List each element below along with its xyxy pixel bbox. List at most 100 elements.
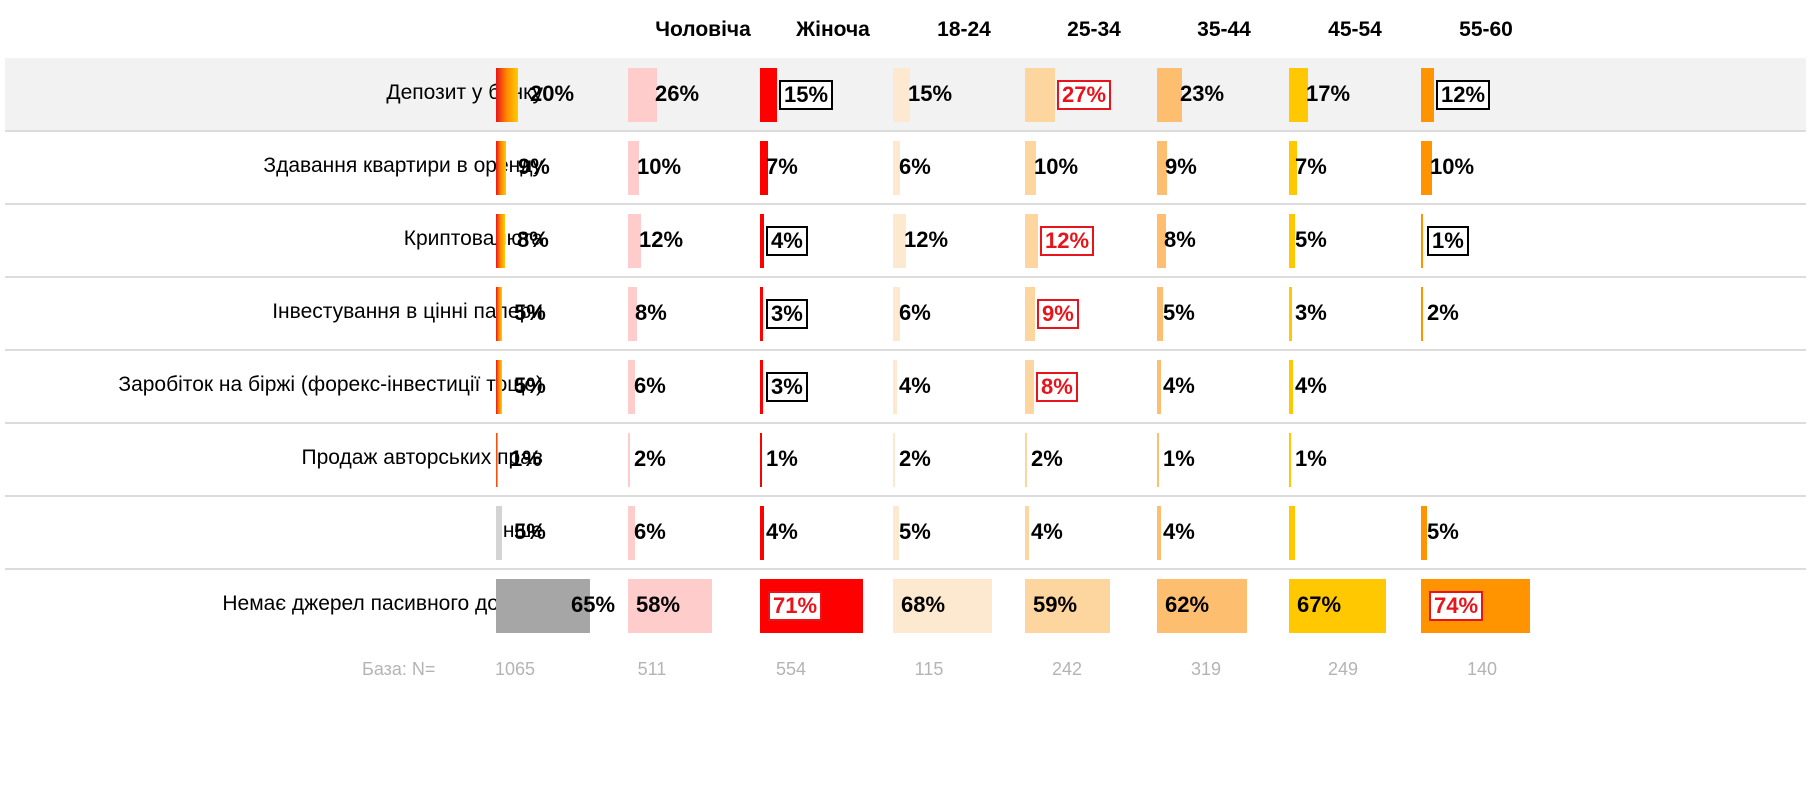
column-header: 25-34 — [1067, 18, 1121, 41]
value-label: 15% — [908, 80, 953, 106]
bar — [1025, 578, 1110, 633]
base-value: 511 — [637, 659, 667, 679]
value-label: 15% — [779, 79, 834, 110]
value-label: 2% — [899, 445, 931, 471]
value-label: 7% — [1295, 153, 1327, 179]
bar — [1025, 67, 1055, 122]
value-label: 6% — [634, 372, 666, 398]
value-label: 65% — [571, 591, 616, 617]
bar — [1025, 213, 1038, 268]
bar — [1157, 67, 1182, 122]
bar — [1421, 67, 1434, 122]
bar — [628, 505, 635, 560]
value-label: 5% — [1163, 299, 1195, 325]
bar — [760, 359, 763, 414]
bar — [1025, 505, 1029, 560]
bar — [893, 67, 910, 122]
value-label: 59% — [1033, 591, 1078, 617]
bar — [1421, 505, 1427, 560]
row-separator — [5, 203, 1806, 205]
bar — [496, 213, 505, 268]
row-separator — [5, 495, 1806, 497]
value-label: 2% — [1031, 445, 1063, 471]
value-label: 12% — [639, 226, 684, 252]
bar — [1157, 213, 1166, 268]
value-label: 7% — [766, 153, 798, 179]
value-label: 12% — [904, 226, 949, 252]
bar — [1421, 213, 1423, 268]
value-label: 8% — [635, 299, 667, 325]
bar — [1025, 359, 1034, 414]
bar — [893, 140, 900, 195]
value-label: 1% — [1163, 445, 1195, 471]
bar — [628, 578, 712, 633]
value-label: 12% — [1040, 225, 1095, 256]
bar — [496, 359, 502, 414]
bar — [628, 67, 657, 122]
base-value: 140 — [1466, 659, 1498, 679]
base-value: 249 — [1327, 659, 1359, 679]
value-label: 17% — [1306, 80, 1351, 106]
row-separator — [5, 568, 1806, 570]
column-header: Жіноча — [796, 18, 870, 41]
value-label: 10% — [637, 153, 682, 179]
base-value: 554 — [775, 659, 807, 679]
row-label: Немає джерел пасивного доходу — [222, 591, 543, 615]
value-label: 1% — [766, 445, 798, 471]
value-label: 4% — [766, 225, 808, 256]
bar — [1289, 578, 1386, 633]
bar — [628, 213, 641, 268]
bar — [760, 505, 764, 560]
value-label: 62% — [1165, 591, 1210, 617]
value-label: 58% — [636, 591, 681, 617]
value-label: 27% — [1057, 79, 1112, 110]
value-label: 10% — [1034, 153, 1079, 179]
value-label: 3% — [766, 371, 808, 402]
bar — [628, 359, 635, 414]
value-label: 6% — [899, 299, 931, 325]
bar — [893, 432, 895, 487]
row-label: Депозит у банку — [386, 80, 543, 104]
value-label: 1% — [1427, 225, 1469, 256]
value-label: 74% — [1429, 590, 1484, 621]
value-label: 6% — [634, 518, 666, 544]
row-separator — [5, 130, 1806, 132]
row-label: Криптовалюта — [403, 226, 543, 250]
bar — [1025, 432, 1027, 487]
value-label: 6% — [899, 153, 931, 179]
value-label: 4% — [1163, 372, 1195, 398]
value-label: 5% — [514, 518, 546, 544]
bar — [1025, 286, 1035, 341]
bar — [1289, 140, 1297, 195]
value-label: 2% — [1427, 299, 1459, 325]
bar — [1289, 286, 1292, 341]
value-label: 8% — [1164, 226, 1196, 252]
bar — [628, 286, 637, 341]
bar — [496, 286, 502, 341]
value-label: 71% — [768, 590, 823, 621]
bar — [1289, 67, 1308, 122]
value-label: 4% — [1295, 372, 1327, 398]
bar — [1289, 505, 1295, 560]
value-label: 1% — [1295, 445, 1327, 471]
value-label: 8% — [1036, 371, 1078, 402]
bar — [628, 432, 630, 487]
value-label: 4% — [1163, 518, 1195, 544]
row-label: Інвестування в цінні папери — [272, 299, 543, 323]
row-label: Інше — [497, 518, 543, 542]
bar — [760, 432, 762, 487]
bar — [1157, 140, 1167, 195]
value-label: 26% — [655, 80, 700, 106]
bar — [893, 578, 992, 633]
bar — [1025, 140, 1036, 195]
value-label: 4% — [1031, 518, 1063, 544]
value-label: 5% — [1295, 226, 1327, 252]
bar — [760, 140, 768, 195]
value-label: 1% — [510, 445, 542, 471]
row-label: Здавання квартири в оренду — [263, 153, 543, 177]
bar — [893, 359, 897, 414]
row-separator — [5, 349, 1806, 351]
bar — [1157, 505, 1161, 560]
bar — [496, 432, 498, 487]
